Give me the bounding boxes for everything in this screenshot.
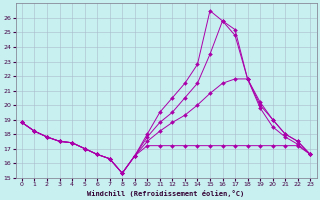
X-axis label: Windchill (Refroidissement éolien,°C): Windchill (Refroidissement éolien,°C) <box>87 190 245 197</box>
